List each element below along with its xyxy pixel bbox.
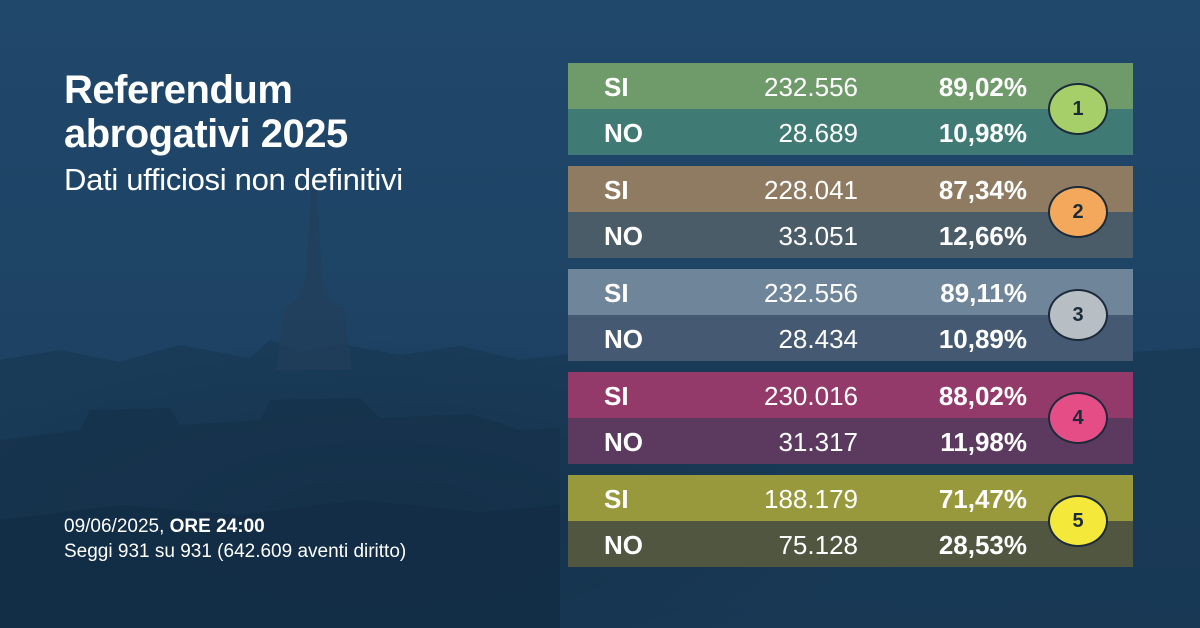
row-votes: 188.179 <box>764 484 858 514</box>
title-line-1: Referendum <box>64 68 293 112</box>
result-row-si: SI 228.041 87,34% <box>568 166 1133 212</box>
row-votes: 33.051 <box>778 221 858 251</box>
referendum-group-2: SI 228.041 87,34% NO 33.051 12,66% 2 <box>568 166 1133 258</box>
row-votes: 232.556 <box>764 72 858 102</box>
footer-date: 09/06/2025, <box>64 516 170 537</box>
row-label: NO <box>604 221 643 251</box>
row-votes: 230.016 <box>764 381 858 411</box>
row-percentage: 12,66% <box>938 221 1027 251</box>
result-row-no: NO 31.317 11,98% <box>568 418 1133 464</box>
referendum-group-4: SI 230.016 88,02% NO 31.317 11,98% 4 <box>568 372 1133 464</box>
row-label: SI <box>604 72 629 102</box>
row-label: SI <box>604 278 629 308</box>
footer-datetime: 09/06/2025, ORE 24:00 <box>64 514 406 539</box>
title-line-2: abrogativi 2025 <box>64 112 348 156</box>
row-votes: 228.041 <box>764 175 858 205</box>
referendum-number-badge: 2 <box>1048 186 1108 238</box>
row-votes: 75.128 <box>778 530 858 560</box>
page-title: Referendum abrogativi 2025 <box>64 68 524 156</box>
referendum-group-3: SI 232.556 89,11% NO 28.434 10,89% 3 <box>568 269 1133 361</box>
referendum-number-badge: 4 <box>1048 392 1108 444</box>
result-row-no: NO 75.128 28,53% <box>568 521 1133 567</box>
result-row-no: NO 33.051 12,66% <box>568 212 1133 258</box>
row-percentage: 87,34% <box>938 175 1027 205</box>
row-percentage: 89,02% <box>938 72 1027 102</box>
result-row-no: NO 28.689 10,98% <box>568 109 1133 155</box>
row-percentage: 28,53% <box>938 530 1027 560</box>
result-row-si: SI 230.016 88,02% <box>568 372 1133 418</box>
row-label: SI <box>604 381 629 411</box>
row-percentage: 89,11% <box>940 278 1027 308</box>
row-votes: 31.317 <box>778 427 858 457</box>
row-label: NO <box>604 118 643 148</box>
footer-time: ORE 24:00 <box>169 516 265 537</box>
page-subtitle: Dati ufficiosi non definitivi <box>64 162 403 197</box>
row-percentage: 10,98% <box>938 118 1027 148</box>
result-row-si: SI 232.556 89,02% <box>568 63 1133 109</box>
referendum-group-1: SI 232.556 89,02% NO 28.689 10,98% 1 <box>568 63 1133 155</box>
row-label: SI <box>604 175 629 205</box>
row-votes: 232.556 <box>764 278 858 308</box>
row-percentage: 88,02% <box>938 381 1027 411</box>
referendum-number-badge: 5 <box>1048 495 1108 547</box>
footer-seats: Seggi 931 su 931 (642.609 aventi diritto… <box>64 541 407 562</box>
result-row-si: SI 188.179 71,47% <box>568 475 1133 521</box>
row-label: NO <box>604 324 643 354</box>
row-votes: 28.434 <box>778 324 858 354</box>
referendum-group-5: SI 188.179 71,47% NO 75.128 28,53% 5 <box>568 475 1133 567</box>
footer-info: 09/06/2025, ORE 24:00 Seggi 931 su 931 (… <box>64 514 406 564</box>
row-votes: 28.689 <box>778 118 858 148</box>
result-row-no: NO 28.434 10,89% <box>568 315 1133 361</box>
row-label: NO <box>604 427 643 457</box>
referendum-number-badge: 1 <box>1048 83 1108 135</box>
result-row-si: SI 232.556 89,11% <box>568 269 1133 315</box>
title-block: Referendum abrogativi 2025 Dati ufficios… <box>64 68 524 200</box>
referendum-number-badge: 3 <box>1048 289 1108 341</box>
row-percentage: 10,89% <box>938 324 1027 354</box>
row-percentage: 71,47% <box>938 484 1027 514</box>
results-table: SI 232.556 89,02% NO 28.689 10,98% 1 SI … <box>568 63 1133 578</box>
row-label: NO <box>604 530 643 560</box>
row-label: SI <box>604 484 629 514</box>
row-percentage: 11,98% <box>940 427 1027 457</box>
